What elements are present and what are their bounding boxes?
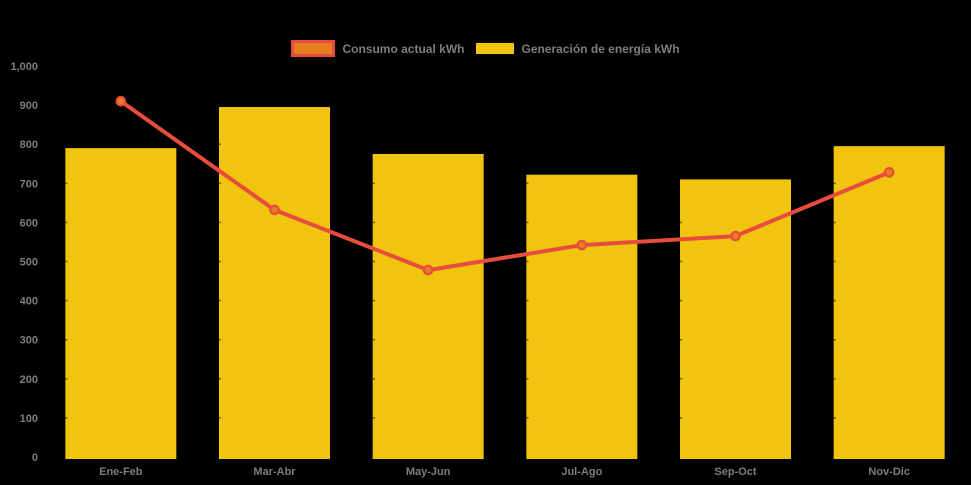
gridline-notch: [680, 338, 683, 341]
y-axis-tick-label-500: 500: [20, 257, 38, 269]
gridline-notch: [833, 221, 836, 224]
line-point-sep-oct: [730, 230, 741, 242]
y-axis-tick-label-600: 600: [20, 217, 38, 229]
line-point-mar-abr: [269, 204, 280, 216]
gridline-notch: [219, 338, 222, 341]
gridline-notch: [372, 221, 375, 224]
gridline-notch: [65, 221, 68, 224]
gridline-notch: [833, 260, 836, 263]
y-axis-tick-label-700: 700: [20, 178, 38, 190]
gridline-notch: [372, 299, 375, 302]
y-axis-tick-label-100: 100: [20, 413, 38, 425]
x-axis-label-sep-oct: Sep-Oct: [714, 466, 757, 478]
gridline-notch: [526, 417, 529, 419]
gridline-notch: [833, 338, 836, 341]
gridline-notch: [372, 182, 375, 185]
gridline-notch: [526, 338, 529, 341]
gridline-notch: [65, 417, 68, 419]
legend-label-consumo: Consumo actual kWh: [342, 41, 465, 56]
x-axis-label-may-jun: May-Jun: [406, 466, 451, 478]
gridline-notch: [526, 378, 529, 380]
line-point-may-jun: [422, 264, 434, 276]
consumo-line: [118, 99, 892, 273]
gridline-notch: [680, 260, 683, 263]
gridline-notch: [833, 378, 836, 380]
y-axis-tick-label-400: 400: [20, 296, 38, 308]
gridline-notch: [526, 260, 529, 263]
gridline-notch: [833, 182, 836, 185]
gridline-notch: [219, 143, 222, 145]
gridline-notch: [680, 378, 683, 380]
gridline-notch: [833, 299, 836, 302]
line-point-jul-ago: [576, 239, 588, 251]
gridline-notch: [680, 221, 683, 224]
y-axis-tick-label-0: 0: [32, 452, 38, 464]
legend-swatch-generacion-icon: [476, 43, 515, 54]
y-axis-tick-label-900: 900: [20, 100, 38, 112]
gridline-notch: [65, 182, 68, 185]
gridline-notch: [219, 417, 222, 419]
gridline-notch: [219, 182, 222, 185]
gridline-notch: [219, 378, 222, 380]
gridline-notch: [219, 221, 222, 224]
gridline-notch: [219, 260, 222, 263]
chart-legend: Consumo actual kWh Generación de energía…: [0, 40, 971, 57]
bar-jul-ago: [526, 174, 638, 459]
gridline-notch: [372, 338, 375, 341]
y-axis-tick-label-200: 200: [20, 374, 38, 386]
gridline-notch: [219, 299, 222, 302]
gridline-notch: [680, 417, 683, 419]
gridline-notch: [372, 417, 375, 419]
gridline-notch: [65, 338, 68, 341]
line-point-nov-dic: [883, 167, 895, 178]
y-axis-tick-label-300: 300: [20, 335, 38, 347]
gridline-notch: [65, 260, 68, 263]
gridline-notch: [65, 378, 68, 380]
legend-item-generacion[interactable]: Generación de energía kWh: [476, 41, 680, 57]
x-axis-label-mar-abr: Mar-Abr: [253, 466, 296, 478]
gridline-notch: [526, 221, 529, 224]
line-point-ene-feb: [115, 95, 127, 107]
x-axis-label-ene-feb: Ene-Feb: [99, 466, 143, 478]
bar-sep-oct: [680, 179, 791, 459]
y-axis-tick-label-800: 800: [20, 139, 38, 151]
x-axis-label-nov-dic: Nov-Dic: [868, 466, 910, 478]
bar-mar-abr: [219, 107, 330, 460]
legend-swatch-consumo-icon: [291, 40, 336, 57]
legend-label-generacion: Generación de energía kWh: [521, 41, 680, 56]
gridline-notch: [65, 299, 68, 302]
gridline-notch: [526, 182, 529, 185]
gridline-notch: [372, 260, 375, 263]
gridline-notch: [680, 299, 683, 302]
legend-item-consumo[interactable]: Consumo actual kWh: [291, 40, 464, 57]
x-axis-label-jul-ago: Jul-Ago: [561, 466, 602, 478]
y-axis-tick-label-1-000: 1,000: [10, 61, 38, 73]
gridline-notch: [372, 378, 375, 380]
gridline-notch: [833, 417, 836, 419]
bar-may-jun: [372, 153, 484, 459]
gridline-notch: [526, 299, 529, 302]
bar-ene-feb: [65, 148, 177, 460]
bar-nov-dic: [833, 146, 945, 459]
